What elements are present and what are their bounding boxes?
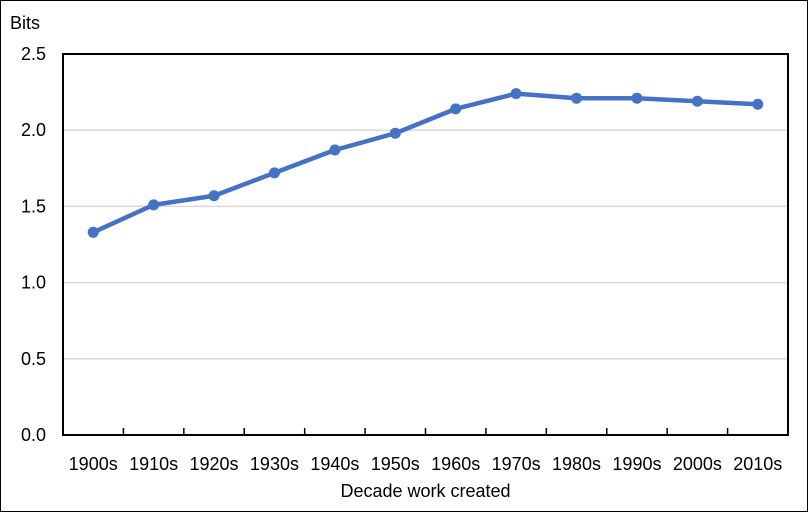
x-tick-label: 1970s <box>492 454 541 474</box>
x-tick-label: 1960s <box>431 454 480 474</box>
y-tick-label: 1.5 <box>21 196 46 216</box>
data-point-marker <box>389 127 401 139</box>
data-point-marker <box>631 92 643 104</box>
data-point-marker <box>450 103 462 115</box>
x-tick-label: 1930s <box>250 454 299 474</box>
x-tick-label: 1950s <box>371 454 420 474</box>
data-point-marker <box>268 167 280 179</box>
x-tick-label: 1910s <box>129 454 178 474</box>
data-point-marker <box>571 92 583 104</box>
data-point-marker <box>510 88 522 100</box>
data-point-marker <box>208 190 220 202</box>
y-axis-title: Bits <box>10 13 41 33</box>
data-point-marker <box>87 226 99 238</box>
x-tick-label: 1940s <box>310 454 359 474</box>
y-tick-label: 0.5 <box>21 349 46 369</box>
y-tick-label: 2.0 <box>21 120 46 140</box>
y-tick-label: 0.0 <box>21 425 46 445</box>
plot-border <box>62 53 789 436</box>
x-tick-label: 1980s <box>552 454 601 474</box>
x-tick-label: 2010s <box>733 454 782 474</box>
x-tick-label: 1900s <box>69 454 118 474</box>
x-axis-title: Decade work created <box>340 481 511 501</box>
x-tick-label: 1990s <box>612 454 661 474</box>
data-point-marker <box>148 199 160 211</box>
x-tick-label: 1920s <box>190 454 239 474</box>
data-point-marker <box>329 144 341 156</box>
y-tick-label: 2.5 <box>21 44 46 64</box>
data-point-marker <box>752 98 764 110</box>
y-tick-label: 1.0 <box>21 273 46 293</box>
data-line <box>90 91 761 235</box>
data-point-marker <box>691 95 703 107</box>
x-tick-label: 2000s <box>673 454 722 474</box>
